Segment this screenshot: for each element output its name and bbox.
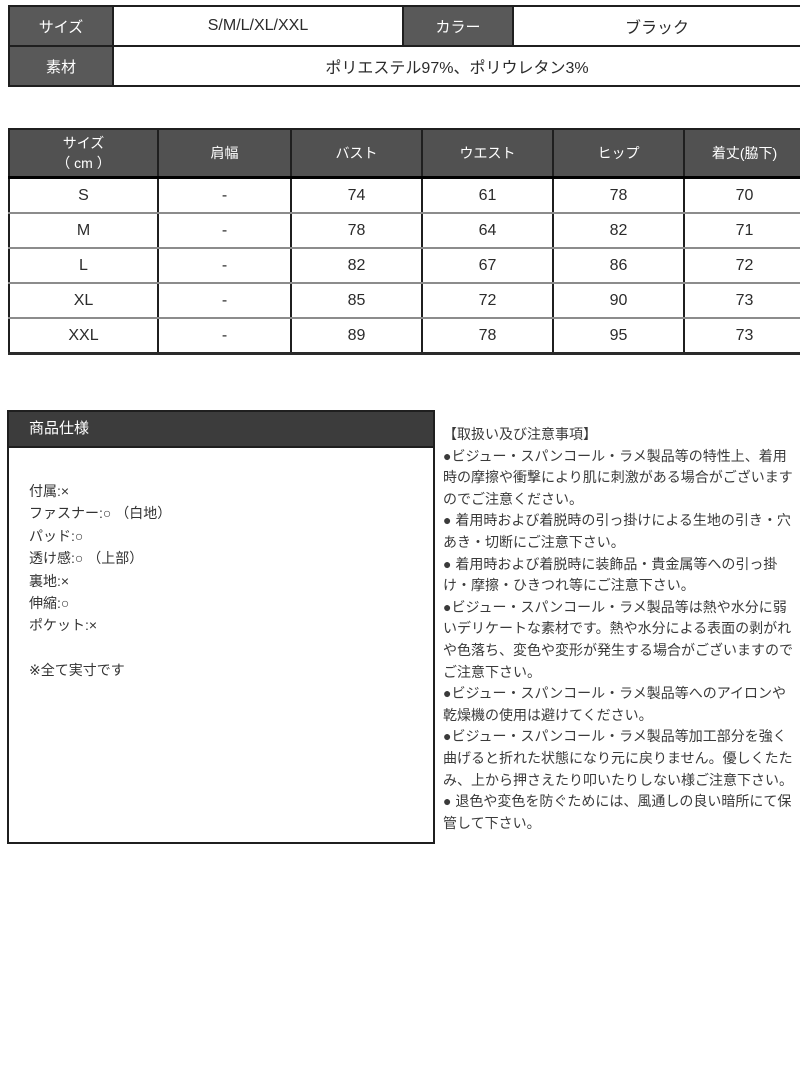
- length-cell: 73: [683, 317, 800, 355]
- shoulder-cell: -: [157, 247, 292, 284]
- material-label-cell: 素材: [8, 45, 114, 87]
- hip-header-cell: ヒップ: [552, 128, 685, 179]
- size-row-xl: XL - 85 72 90 73: [8, 282, 800, 319]
- size-cm-header-cell: サイズ （ cm ）: [8, 128, 159, 179]
- spec-box-title: 商品仕様: [9, 412, 433, 448]
- summary-row-size-color: サイズ S/M/L/XL/XXL カラー ブラック: [8, 5, 800, 47]
- size-name-cell: XXL: [8, 317, 159, 355]
- product-spec-box: 商品仕様 付属:× ファスナー:○ （白地） パッド:○ 透け感:○ （上部） …: [7, 410, 435, 844]
- length-header-cell: 着丈(脇下): [683, 128, 800, 179]
- length-cell: 70: [683, 176, 800, 214]
- care-note-item: ● 着用時および着脱時の引っ掛けによる生地の引き・穴あき・切断にご注意下さい。: [443, 512, 791, 550]
- length-cell: 73: [683, 282, 800, 319]
- length-cell: 71: [683, 212, 800, 249]
- hip-cell: 90: [552, 282, 685, 319]
- care-notes-title: 【取扱い及び注意事項】: [443, 426, 597, 442]
- waist-cell: 61: [421, 176, 554, 214]
- care-note-item: ●ビジュー・スパンコール・ラメ製品等の特性上、着用時の摩擦や衝撃により肌に刺激が…: [443, 447, 793, 507]
- spec-measure-note: ※全て実寸です: [29, 661, 125, 678]
- hip-cell: 82: [552, 212, 685, 249]
- waist-cell: 67: [421, 247, 554, 284]
- length-cell: 72: [683, 247, 800, 284]
- shoulder-cell: -: [157, 176, 292, 214]
- spec-line-lining: 裏地:×: [29, 572, 70, 589]
- bust-cell: 74: [290, 176, 423, 214]
- waist-cell: 78: [421, 317, 554, 355]
- bust-cell: 82: [290, 247, 423, 284]
- color-value-cell: ブラック: [512, 5, 800, 47]
- size-name-cell: S: [8, 176, 159, 214]
- hip-cell: 78: [552, 176, 685, 214]
- size-chart-table: サイズ （ cm ） 肩幅 バスト ウエスト ヒップ 着丈(脇下) S - 74…: [8, 128, 800, 355]
- bust-header-cell: バスト: [290, 128, 423, 179]
- care-note-item: ● 着用時および着脱時に装飾品・貴金属等への引っ掛け・摩擦・ひきつれ等にご注意下…: [443, 555, 778, 594]
- spec-line-pocket: ポケット:×: [29, 617, 98, 634]
- shoulder-cell: -: [157, 317, 292, 355]
- size-header-line1: サイズ: [62, 135, 105, 151]
- bust-cell: 85: [290, 282, 423, 319]
- size-chart-header-row: サイズ （ cm ） 肩幅 バスト ウエスト ヒップ 着丈(脇下): [8, 128, 800, 179]
- size-row-s: S - 74 61 78 70: [8, 176, 800, 214]
- summary-row-material: 素材 ポリエステル97%、ポリウレタン3%: [8, 45, 800, 87]
- color-label-cell: カラー: [402, 5, 514, 47]
- care-note-item: ●ビジュー・スパンコール・ラメ製品等へのアイロンや乾燥機の使用は避けてください。: [443, 685, 787, 723]
- care-note-item: ● 退色や変色を防ぐためには、風通しの良い暗所にて保管して下さい。: [443, 793, 792, 831]
- size-name-cell: L: [8, 247, 159, 284]
- size-row-l: L - 82 67 86 72: [8, 247, 800, 284]
- spec-line-accessory: 付属:×: [29, 483, 70, 499]
- shoulder-cell: -: [157, 282, 292, 319]
- product-summary-table: サイズ S/M/L/XL/XXL カラー ブラック 素材 ポリエステル97%、ポ…: [8, 5, 800, 87]
- bust-cell: 78: [290, 212, 423, 249]
- shoulder-header-cell: 肩幅: [157, 128, 292, 179]
- material-value-cell: ポリエステル97%、ポリウレタン3%: [112, 45, 800, 87]
- spec-line-pad: パッド:○: [29, 527, 84, 544]
- spec-box-body: 付属:× ファスナー:○ （白地） パッド:○ 透け感:○ （上部） 裏地:× …: [9, 448, 433, 681]
- size-value-cell: S/M/L/XL/XXL: [112, 5, 404, 47]
- size-name-cell: XL: [8, 282, 159, 319]
- hip-cell: 86: [552, 247, 685, 284]
- spec-line-fastener: ファスナー:○ （白地）: [29, 505, 172, 522]
- size-row-xxl: XXL - 89 78 95 73: [8, 317, 800, 355]
- hip-cell: 95: [552, 317, 685, 355]
- spec-line-sheerness: 透け感:○ （上部）: [29, 550, 144, 567]
- care-notes-section: 【取扱い及び注意事項】 ●ビジュー・スパンコール・ラメ製品等の特性上、着用時の摩…: [443, 424, 796, 834]
- waist-cell: 64: [421, 212, 554, 249]
- waist-cell: 72: [421, 282, 554, 319]
- size-row-m: M - 78 64 82 71: [8, 212, 800, 249]
- care-note-item: ●ビジュー・スパンコール・ラメ製品等は熱や水分に弱いデリケートな素材です。熱や水…: [443, 598, 793, 680]
- care-note-item: ●ビジュー・スパンコール・ラメ製品等加工部分を強く曲げると折れた状態になり元に戻…: [443, 728, 793, 788]
- spec-line-stretch: 伸縮:○: [29, 595, 70, 612]
- size-header-line2: （ cm ）: [56, 155, 111, 171]
- size-name-cell: M: [8, 212, 159, 249]
- bust-cell: 89: [290, 317, 423, 355]
- size-label-cell: サイズ: [8, 5, 114, 47]
- waist-header-cell: ウエスト: [421, 128, 554, 179]
- shoulder-cell: -: [157, 212, 292, 249]
